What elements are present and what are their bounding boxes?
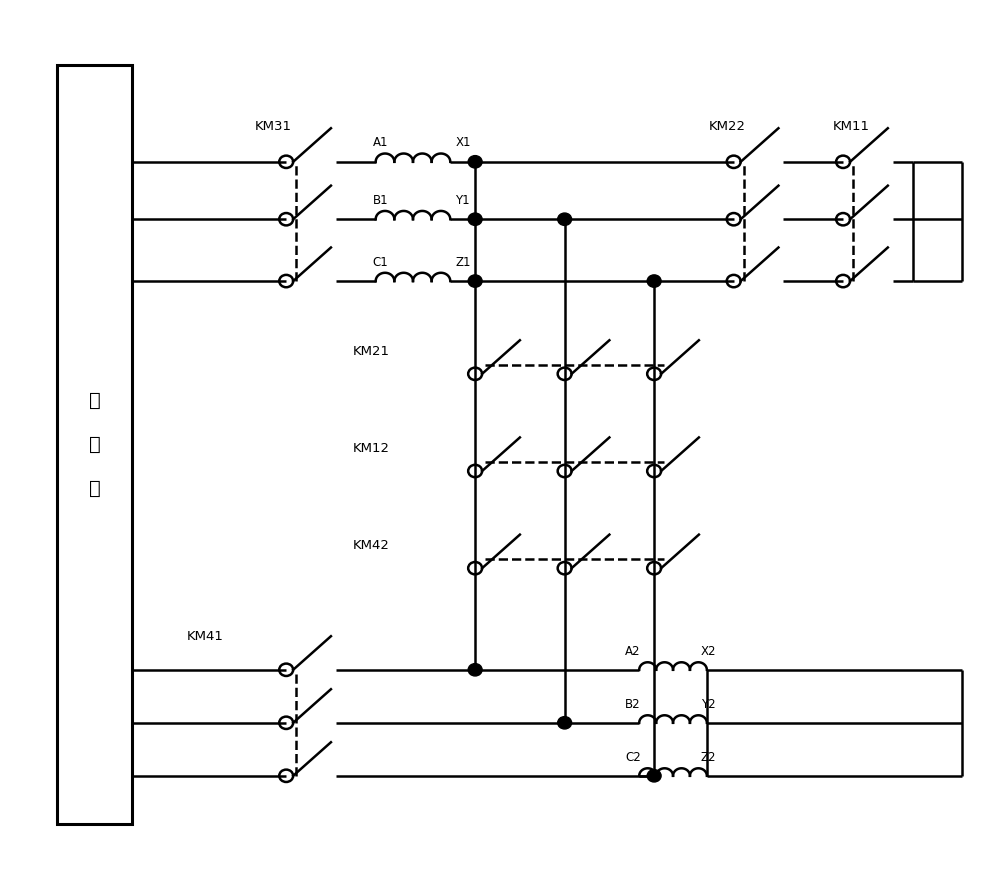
Text: A2: A2 <box>625 645 641 658</box>
Circle shape <box>558 717 572 729</box>
Text: Y2: Y2 <box>701 698 716 711</box>
Text: Z1: Z1 <box>455 256 471 268</box>
Text: KM21: KM21 <box>353 345 390 358</box>
Text: B2: B2 <box>625 698 641 711</box>
Text: X1: X1 <box>455 135 471 148</box>
Text: KM31: KM31 <box>254 120 291 132</box>
Text: B1: B1 <box>373 194 388 207</box>
Text: KM11: KM11 <box>833 120 870 132</box>
Bar <box>57 65 132 824</box>
Circle shape <box>647 275 661 287</box>
Circle shape <box>468 156 482 168</box>
Circle shape <box>468 213 482 226</box>
Circle shape <box>468 663 482 676</box>
Text: 逆

变

器: 逆 变 器 <box>89 391 101 498</box>
Text: A1: A1 <box>373 135 388 148</box>
Text: C2: C2 <box>625 751 641 765</box>
Circle shape <box>647 770 661 782</box>
Text: C1: C1 <box>373 256 388 268</box>
Text: Y1: Y1 <box>455 194 470 207</box>
Text: KM12: KM12 <box>353 442 390 455</box>
Text: Z2: Z2 <box>701 751 716 765</box>
Text: KM41: KM41 <box>187 630 224 644</box>
Circle shape <box>468 275 482 287</box>
Circle shape <box>558 213 572 226</box>
Text: X2: X2 <box>701 645 716 658</box>
Text: KM22: KM22 <box>709 120 746 132</box>
Text: KM42: KM42 <box>353 540 390 552</box>
